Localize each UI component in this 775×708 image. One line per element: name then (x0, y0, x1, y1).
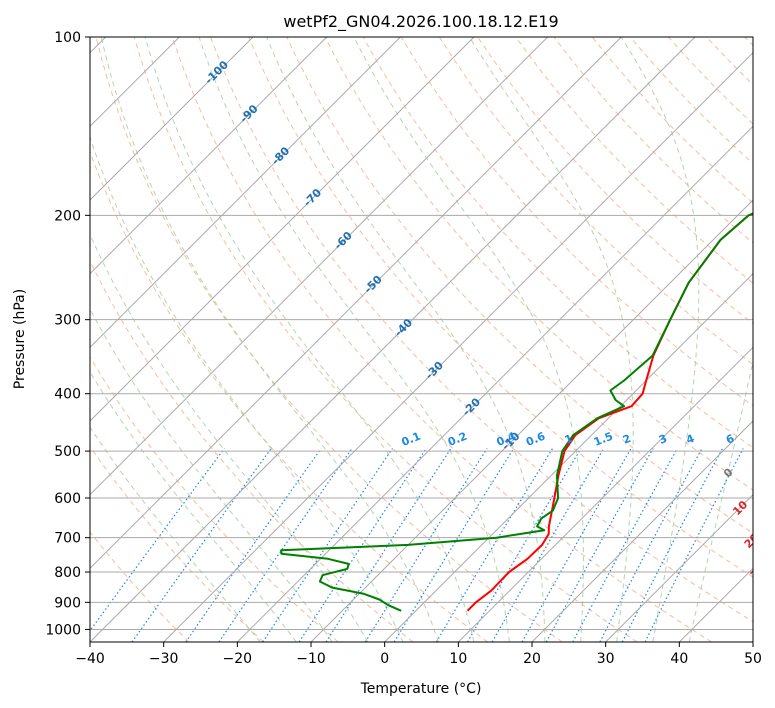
isotherm-line (384, 272, 753, 642)
moist-adiabat-line (353, 37, 584, 642)
y-axis: 100 200 300 400 500 600 700 800 900 1000 (45, 30, 90, 638)
y-tick-label: 200 (54, 208, 81, 224)
plot-area: -100-90-80-70-60-50-40-30-20-100.1 0.2 0.4… (90, 37, 768, 642)
dry-adiabat-line (248, 37, 753, 578)
isotherm-line (90, 37, 622, 570)
mixing-ratio-line (262, 448, 393, 642)
dry-adiabat-line (90, 445, 264, 642)
isotherm-line (90, 37, 475, 422)
x-axis-title: Temperature (°C) (360, 681, 482, 697)
y-tick-label: 500 (54, 444, 81, 460)
y-tick-label: 800 (54, 565, 81, 581)
y-tick-label: 100 (54, 30, 81, 46)
moist-adiabat-line (266, 37, 546, 642)
dewpoint-profile (280, 212, 753, 612)
x-tick-label: 50 (744, 651, 762, 667)
moist-adiabat-line (144, 37, 475, 642)
chart-title: wetPf2_GN04.2026.100.18.12.E19 (283, 12, 558, 32)
x-tick-label: −10 (296, 651, 326, 667)
isotherm-line (163, 51, 753, 642)
dry-adiabat-line (210, 37, 753, 623)
mixing-ratio-line (521, 448, 632, 642)
dry-adiabat-line (171, 37, 712, 642)
mixing-ratio-label: 1 (563, 432, 575, 447)
moist-adiabat-line (90, 426, 261, 642)
isotherm-line (90, 37, 549, 496)
isotherm-line (310, 199, 753, 642)
mixing-ratio-line (298, 448, 427, 642)
y-tick-label: 1000 (45, 622, 81, 638)
y-tick-label: 400 (54, 387, 81, 403)
x-tick-label: 30 (597, 651, 615, 667)
mixing-ratio-line (364, 448, 488, 642)
moist-adiabat-line (100, 37, 439, 642)
moist-adiabat-line (620, 37, 700, 642)
mixing-ratio-line (325, 448, 452, 642)
dry-adiabat-line (95, 37, 563, 642)
mixing-ratio-lines (90, 448, 744, 642)
mixing-ratio-line (185, 448, 322, 642)
y-tick-label: 600 (54, 491, 81, 507)
temperature-profile (466, 213, 753, 612)
isotherm-line (457, 346, 753, 642)
x-tick-label: −40 (75, 651, 105, 667)
dry-adiabat-line (133, 37, 638, 642)
plot-frame (89, 36, 754, 643)
isotherm-line (90, 37, 328, 275)
dry-adiabat-line (515, 37, 753, 284)
profile-series (280, 212, 753, 612)
dry-adiabat-line (90, 531, 190, 642)
x-tick-label: 20 (523, 651, 541, 667)
y-tick-label: 300 (54, 313, 81, 329)
isotherm-line (90, 37, 254, 201)
isotherm-line (90, 37, 401, 349)
dry-adiabat-line (90, 150, 488, 642)
mixing-ratio-line (621, 448, 723, 642)
mixing-ratio-line (435, 448, 554, 642)
mixing-ratio-line (545, 448, 654, 642)
wetbulb-label: 30 (748, 561, 768, 581)
moist-adiabat-line (90, 370, 297, 642)
mixing-ratio-label: 2 (621, 432, 633, 447)
mixing-ratio-label: 3 (657, 432, 669, 447)
x-tick-label: −20 (223, 651, 253, 667)
isotherm-line (90, 37, 696, 642)
dry-adiabat-line (400, 37, 753, 407)
mixing-ratio-line (644, 448, 744, 642)
y-tick-label: 700 (54, 531, 81, 547)
x-tick-label: 0 (380, 651, 389, 667)
moist-adiabat-line (90, 232, 369, 642)
x-tick-label: 10 (449, 651, 467, 667)
isotherm-line (531, 420, 753, 642)
y-axis-title: Pressure (hPa) (12, 289, 28, 389)
isotherm-line (605, 493, 753, 642)
mixing-ratio-line (218, 448, 353, 642)
isotherm-line (236, 125, 753, 642)
wetbulb-label: 20 (742, 531, 762, 551)
mixing-ratio-line (466, 448, 582, 642)
skewed-isotherms (90, 37, 753, 642)
x-tick-label: 40 (670, 651, 688, 667)
mixing-ratio-line (131, 448, 272, 642)
x-axis: −40 −30 −20 −10 0 10 20 30 40 50 (75, 642, 762, 667)
y-tick-label: 900 (54, 595, 81, 611)
dry-adiabat-line (438, 37, 753, 366)
dry-adiabat-line (90, 356, 339, 642)
x-tick-label: −30 (149, 651, 179, 667)
